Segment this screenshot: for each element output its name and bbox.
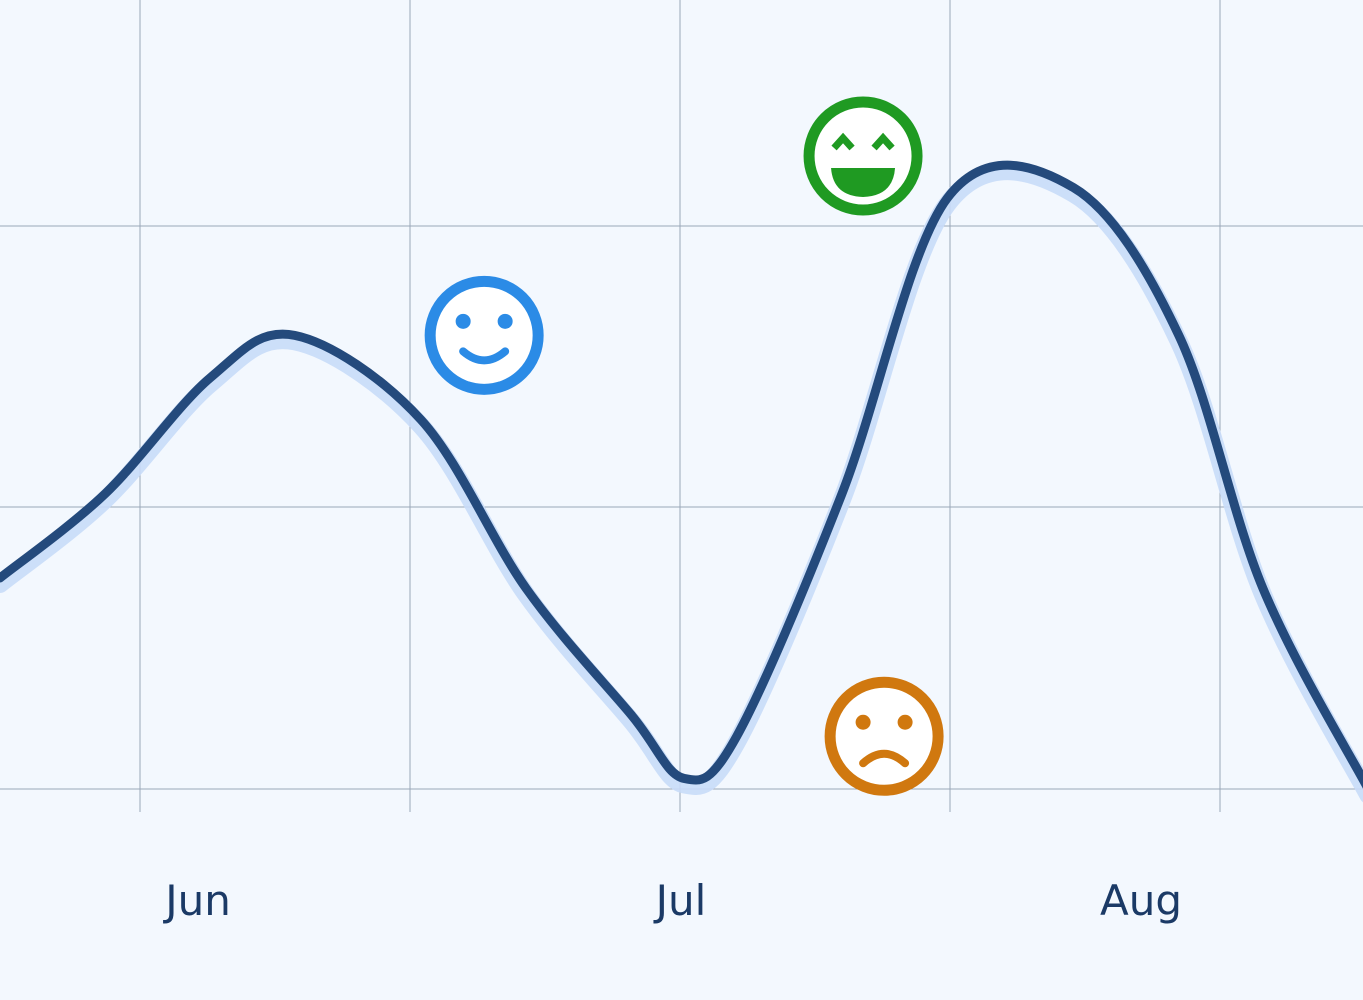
series-line-shadow <box>0 162 1363 803</box>
series-layer <box>0 160 1363 803</box>
x-tick-label: Aug <box>1100 876 1182 925</box>
x-axis: Jun Jul Aug <box>162 876 1182 925</box>
x-tick-label: Jul <box>653 876 707 925</box>
grin-face-icon <box>803 96 923 216</box>
sad-face-icon <box>824 676 944 796</box>
series-line <box>0 160 1363 789</box>
x-tick-label: Jun <box>162 876 231 925</box>
smile-face-icon <box>424 275 544 395</box>
grid <box>0 0 1363 812</box>
annotation-layer <box>424 96 944 796</box>
